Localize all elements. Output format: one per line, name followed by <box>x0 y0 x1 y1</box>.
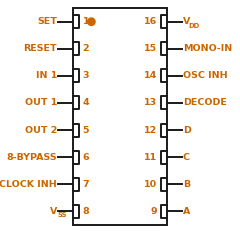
Text: 8-BYPASS: 8-BYPASS <box>6 153 57 162</box>
Text: V: V <box>50 207 57 216</box>
Text: 4: 4 <box>83 99 89 107</box>
Circle shape <box>88 18 95 25</box>
Text: 8: 8 <box>83 207 90 216</box>
Text: OUT 2: OUT 2 <box>25 126 57 134</box>
Text: DECODE: DECODE <box>183 99 227 107</box>
Text: 11: 11 <box>144 153 157 162</box>
Text: 7: 7 <box>83 180 89 189</box>
Text: DD: DD <box>189 23 200 29</box>
Text: OUT 1: OUT 1 <box>25 99 57 107</box>
Text: RESET: RESET <box>24 44 57 53</box>
Text: B: B <box>183 180 190 189</box>
Text: V: V <box>183 17 190 26</box>
Text: 12: 12 <box>144 126 157 134</box>
Text: SET: SET <box>37 17 57 26</box>
Text: 2: 2 <box>83 44 89 53</box>
Text: 6: 6 <box>83 153 89 162</box>
Text: D: D <box>183 126 191 134</box>
Polygon shape <box>73 8 167 225</box>
Text: 1: 1 <box>83 17 89 26</box>
Text: OSC INH: OSC INH <box>183 71 228 80</box>
Text: 14: 14 <box>144 71 157 80</box>
Text: CLOCK INH: CLOCK INH <box>0 180 57 189</box>
Text: 10: 10 <box>144 180 157 189</box>
Text: SS: SS <box>57 212 67 219</box>
Text: MONO-IN: MONO-IN <box>183 44 232 53</box>
Text: 15: 15 <box>144 44 157 53</box>
Text: 3: 3 <box>83 71 89 80</box>
Text: C: C <box>183 153 190 162</box>
Text: 16: 16 <box>144 17 157 26</box>
Text: 5: 5 <box>83 126 89 134</box>
Text: IN 1: IN 1 <box>36 71 57 80</box>
Text: 9: 9 <box>151 207 157 216</box>
Text: A: A <box>183 207 190 216</box>
Text: 13: 13 <box>144 99 157 107</box>
